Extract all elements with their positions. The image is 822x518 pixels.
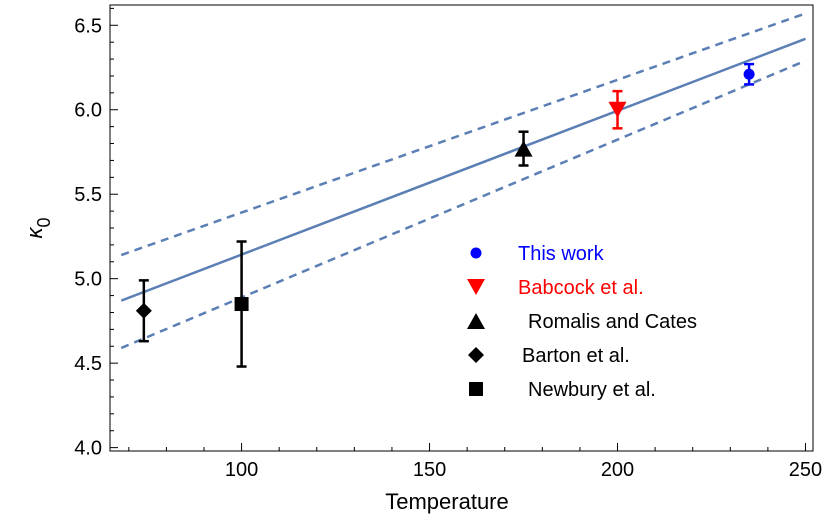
lower-bound-line xyxy=(120,59,806,350)
fit-lines xyxy=(120,12,806,350)
y-tick-label: 6.0 xyxy=(74,100,102,122)
fit-line xyxy=(120,37,806,302)
legend-marker xyxy=(467,313,485,329)
y-axis-title-subscript: 0 xyxy=(34,217,54,227)
x-tick-label: 100 xyxy=(225,459,258,481)
y-tick-label: 5.5 xyxy=(74,184,102,206)
x-tick-label: 250 xyxy=(789,459,822,481)
x-tick-label: 150 xyxy=(413,459,446,481)
legend-label: This work xyxy=(518,243,605,265)
y-tick-label: 6.5 xyxy=(74,15,102,37)
y-tick-label: 5.0 xyxy=(74,269,102,291)
legend-marker xyxy=(467,279,485,295)
legend-label: Newbury et al. xyxy=(528,379,656,401)
y-axis-title: κ0 xyxy=(22,217,54,238)
upper-bound-line xyxy=(120,12,806,257)
data-point xyxy=(234,297,249,312)
legend: This work Babcock et al. Romalis and Cates… xyxy=(467,243,697,401)
svg-text:κ0: κ0 xyxy=(22,217,54,238)
data-point xyxy=(514,140,533,157)
legend-marker xyxy=(470,247,482,259)
x-tick-label: 200 xyxy=(601,459,634,481)
data-point xyxy=(743,68,755,80)
data-points xyxy=(135,62,755,368)
data-point xyxy=(608,101,627,118)
plot-frame xyxy=(109,4,814,452)
legend-label: Barton et al. xyxy=(522,345,630,367)
y-axis-title-symbol: κ xyxy=(22,227,47,239)
y-tick-label: 4.0 xyxy=(74,438,102,460)
y-axis: 4.0 4.5 5.0 5.5 6.0 6.5 xyxy=(74,7,118,460)
y-tick-label: 4.5 xyxy=(74,353,102,375)
data-point xyxy=(135,302,152,319)
x-axis: 100 150 200 250 xyxy=(128,443,822,481)
legend-marker xyxy=(468,347,484,363)
x-axis-title: Temperature xyxy=(385,489,509,514)
legend-label: Romalis and Cates xyxy=(528,311,697,333)
legend-label: Babcock et al. xyxy=(518,277,644,299)
legend-marker xyxy=(469,382,483,396)
